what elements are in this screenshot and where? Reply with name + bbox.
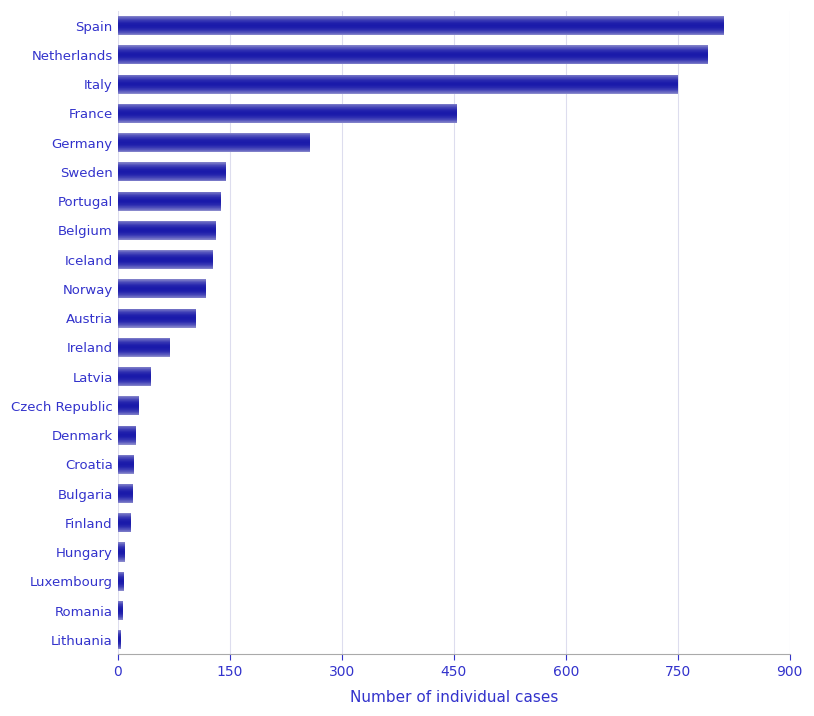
X-axis label: Number of individual cases: Number of individual cases [349, 690, 558, 705]
